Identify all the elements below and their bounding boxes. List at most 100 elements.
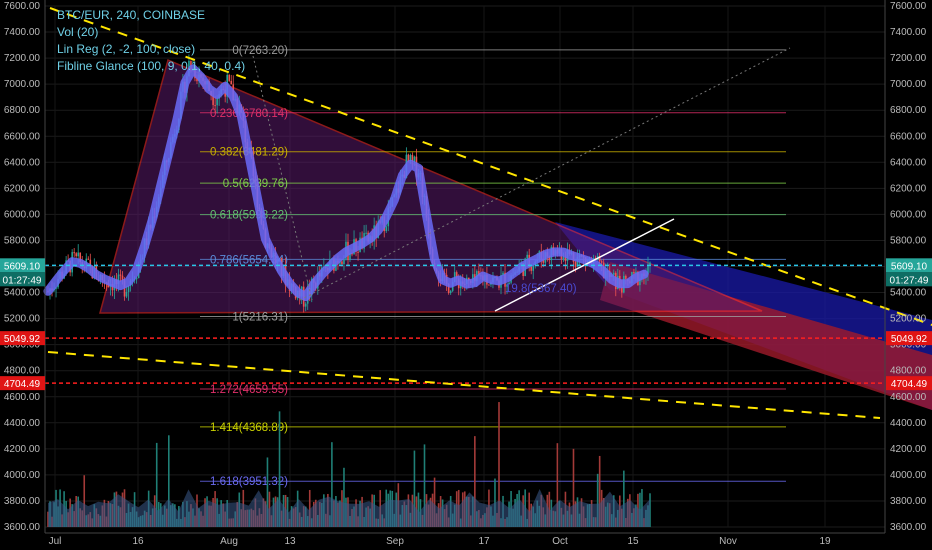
candle	[467, 277, 470, 281]
legend-fibline[interactable]: Fibline Glance (100, 9, 0.1, 40, 0.4)	[57, 59, 246, 73]
volume-bar	[168, 435, 170, 527]
y-tick-right: 5800.00	[890, 235, 927, 246]
volume-bar	[548, 491, 551, 527]
y-tick-left: 5800.00	[4, 235, 41, 246]
candle	[635, 271, 637, 274]
price-tag-left-label: 5609.10	[4, 261, 41, 272]
volume-bar	[528, 492, 530, 527]
y-tick-right: 5200.00	[890, 314, 927, 325]
volume-bar	[413, 450, 416, 527]
price-tag-right	[886, 258, 932, 273]
y-tick-left: 3800.00	[4, 496, 41, 507]
y-tick-right: 3800.00	[890, 496, 927, 507]
volume-bar	[423, 444, 426, 527]
candle	[598, 256, 601, 262]
candle	[341, 261, 343, 264]
candle	[625, 275, 627, 279]
upper-yellow-trendline	[49, 7, 932, 326]
candle	[125, 291, 128, 297]
level-tag-right	[886, 376, 932, 391]
y-tick-left: 3600.00	[4, 522, 41, 533]
volume-bar	[83, 475, 86, 527]
candle	[612, 272, 615, 275]
fib-label: 0(7263.20)	[232, 45, 288, 57]
candle	[75, 253, 77, 257]
fib-label: 1.272(4659.55)	[210, 384, 288, 396]
candle	[407, 154, 410, 162]
x-tick: Jul	[49, 536, 62, 547]
candle	[89, 259, 92, 266]
level-tag-left	[0, 376, 45, 391]
candle	[526, 254, 528, 259]
legend-volume[interactable]: Vol (20)	[57, 25, 99, 39]
legend-linreg[interactable]: Lin Reg (2, -2, 100, close)	[57, 42, 196, 56]
candle	[574, 261, 577, 267]
legend-symbol[interactable]: BTC/EUR, 240, COINBASE	[57, 8, 206, 22]
candle	[121, 275, 124, 281]
candle	[117, 274, 120, 284]
fib-label: 1.414(4368.89)	[210, 422, 288, 434]
candle	[647, 264, 649, 275]
x-tick: Oct	[552, 536, 568, 547]
candle	[409, 155, 412, 162]
volume-bar	[278, 411, 281, 527]
y-tick-right: 4400.00	[890, 418, 927, 429]
y-tick-right: 7200.00	[890, 53, 927, 64]
candle	[564, 256, 567, 261]
y-tick-right: 4200.00	[890, 444, 927, 455]
volume-bar	[474, 436, 476, 527]
candle	[508, 282, 510, 285]
y-tick-left: 4800.00	[4, 366, 41, 377]
fib-label: 0.618(5998.22)	[210, 210, 288, 222]
chart-legend: BTC/EUR, 240, COINBASE Vol (20) Lin Reg …	[57, 7, 245, 75]
candle	[357, 251, 359, 253]
price-tags: 5049.92 5049.92 4704.49 4704.49 5609.10 5609.…	[0, 258, 932, 391]
candle	[127, 285, 130, 292]
fib-label: 0.236(6780.14)	[210, 108, 288, 120]
candle	[621, 286, 623, 293]
y-tick-left: 4000.00	[4, 470, 41, 481]
y-tick-right: 6000.00	[890, 209, 927, 220]
volume-bar	[596, 473, 599, 527]
volume-bar	[308, 489, 311, 527]
y-tick-right: 6600.00	[890, 131, 927, 142]
candle	[478, 271, 480, 276]
lower-yellow-trendline	[47, 351, 881, 419]
volume-bar	[498, 402, 500, 527]
volume-bar	[343, 467, 345, 527]
y-tick-right: 6400.00	[890, 157, 927, 168]
x-tick: 19	[819, 536, 831, 547]
x-tick: 13	[284, 536, 296, 547]
candle	[228, 74, 231, 81]
y-tick-left: 6200.00	[4, 183, 41, 194]
candle	[488, 284, 490, 286]
countdown-left-label: 01:27:49	[3, 275, 42, 286]
level-tag-right-label: 5049.92	[891, 334, 928, 345]
x-tick: Sep	[386, 536, 404, 547]
candle	[455, 272, 458, 279]
candle	[77, 252, 80, 257]
candle	[600, 261, 603, 263]
y-tick-left: 6800.00	[4, 105, 41, 116]
y-tick-left: 6000.00	[4, 209, 41, 220]
dotted-projection	[299, 47, 791, 301]
x-tick: 16	[132, 536, 144, 547]
volume-bar	[331, 442, 333, 527]
candle	[349, 252, 351, 260]
volume-bar	[417, 492, 420, 527]
volume-bar	[572, 448, 575, 527]
candle	[649, 262, 651, 265]
candle	[216, 98, 218, 106]
dotted-projection-2	[252, 55, 313, 301]
candle	[230, 80, 233, 85]
y-tick-left: 5400.00	[4, 288, 41, 299]
candle	[196, 78, 198, 82]
candle	[542, 258, 545, 263]
x-tick: Aug	[220, 536, 238, 547]
candle	[532, 265, 535, 271]
y-tick-left: 7200.00	[4, 53, 41, 64]
candle	[214, 105, 216, 107]
candle	[506, 284, 508, 287]
y-tick-left: 4200.00	[4, 444, 41, 455]
